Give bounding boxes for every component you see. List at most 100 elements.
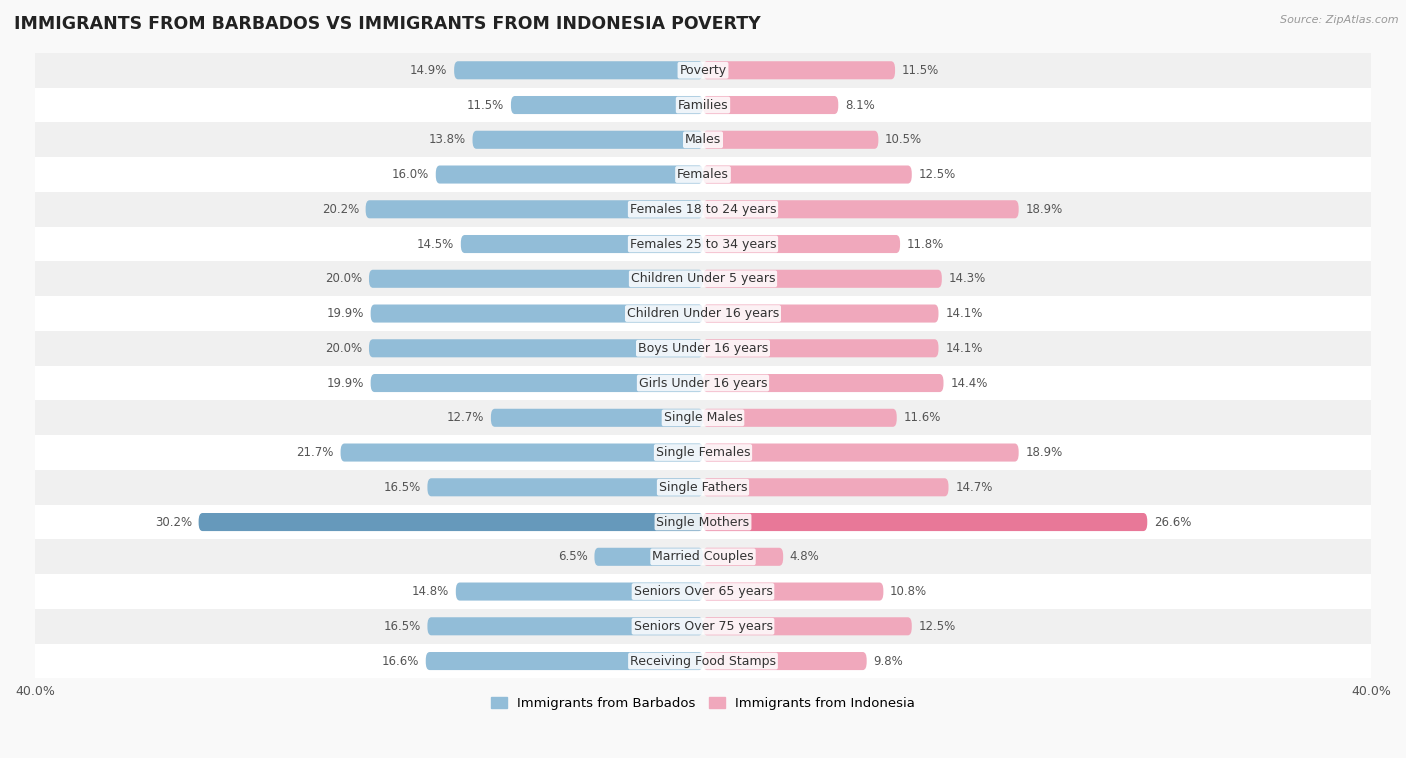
- FancyBboxPatch shape: [491, 409, 703, 427]
- Text: 26.6%: 26.6%: [1154, 515, 1191, 528]
- Text: 11.5%: 11.5%: [467, 99, 505, 111]
- FancyBboxPatch shape: [436, 165, 703, 183]
- Bar: [35, 609, 1371, 644]
- Bar: [35, 365, 1371, 400]
- FancyBboxPatch shape: [703, 513, 1147, 531]
- FancyBboxPatch shape: [366, 200, 703, 218]
- Bar: [35, 435, 1371, 470]
- Text: 20.0%: 20.0%: [325, 342, 363, 355]
- Text: 14.3%: 14.3%: [949, 272, 986, 285]
- Text: 14.1%: 14.1%: [945, 342, 983, 355]
- Bar: [35, 505, 1371, 540]
- Text: 19.9%: 19.9%: [326, 307, 364, 320]
- Bar: [35, 540, 1371, 574]
- Text: 14.8%: 14.8%: [412, 585, 449, 598]
- Text: 20.0%: 20.0%: [325, 272, 363, 285]
- FancyBboxPatch shape: [703, 478, 949, 496]
- Text: Girls Under 16 years: Girls Under 16 years: [638, 377, 768, 390]
- Text: 16.6%: 16.6%: [381, 655, 419, 668]
- FancyBboxPatch shape: [703, 617, 911, 635]
- Text: 18.9%: 18.9%: [1025, 203, 1063, 216]
- Text: Seniors Over 75 years: Seniors Over 75 years: [634, 620, 772, 633]
- Bar: [35, 296, 1371, 331]
- FancyBboxPatch shape: [456, 582, 703, 600]
- Text: 20.2%: 20.2%: [322, 203, 359, 216]
- Text: 10.8%: 10.8%: [890, 585, 927, 598]
- FancyBboxPatch shape: [454, 61, 703, 80]
- Bar: [35, 192, 1371, 227]
- FancyBboxPatch shape: [368, 340, 703, 357]
- Bar: [35, 400, 1371, 435]
- FancyBboxPatch shape: [368, 270, 703, 288]
- Text: 21.7%: 21.7%: [297, 446, 333, 459]
- Text: 14.9%: 14.9%: [411, 64, 447, 77]
- Text: 14.5%: 14.5%: [418, 237, 454, 251]
- Text: 13.8%: 13.8%: [429, 133, 465, 146]
- Text: Poverty: Poverty: [679, 64, 727, 77]
- Text: Single Males: Single Males: [664, 412, 742, 424]
- Bar: [35, 644, 1371, 678]
- Text: Females 18 to 24 years: Females 18 to 24 years: [630, 203, 776, 216]
- Text: Females: Females: [678, 168, 728, 181]
- Text: 30.2%: 30.2%: [155, 515, 193, 528]
- FancyBboxPatch shape: [371, 305, 703, 323]
- FancyBboxPatch shape: [703, 235, 900, 253]
- FancyBboxPatch shape: [427, 478, 703, 496]
- FancyBboxPatch shape: [703, 340, 938, 357]
- Text: Seniors Over 65 years: Seniors Over 65 years: [634, 585, 772, 598]
- Text: Single Mothers: Single Mothers: [657, 515, 749, 528]
- Text: Females 25 to 34 years: Females 25 to 34 years: [630, 237, 776, 251]
- Text: 12.5%: 12.5%: [918, 620, 956, 633]
- Text: Married Couples: Married Couples: [652, 550, 754, 563]
- FancyBboxPatch shape: [703, 96, 838, 114]
- Text: Source: ZipAtlas.com: Source: ZipAtlas.com: [1281, 15, 1399, 25]
- FancyBboxPatch shape: [703, 443, 1019, 462]
- Text: Receiving Food Stamps: Receiving Food Stamps: [630, 655, 776, 668]
- Bar: [35, 53, 1371, 88]
- Text: IMMIGRANTS FROM BARBADOS VS IMMIGRANTS FROM INDONESIA POVERTY: IMMIGRANTS FROM BARBADOS VS IMMIGRANTS F…: [14, 15, 761, 33]
- Text: 4.8%: 4.8%: [790, 550, 820, 563]
- Text: 6.5%: 6.5%: [558, 550, 588, 563]
- Bar: [35, 88, 1371, 122]
- Bar: [35, 331, 1371, 365]
- Text: 16.5%: 16.5%: [384, 481, 420, 493]
- Legend: Immigrants from Barbados, Immigrants from Indonesia: Immigrants from Barbados, Immigrants fro…: [485, 692, 921, 716]
- Text: 12.5%: 12.5%: [918, 168, 956, 181]
- Bar: [35, 574, 1371, 609]
- Text: Children Under 5 years: Children Under 5 years: [631, 272, 775, 285]
- Text: 16.5%: 16.5%: [384, 620, 420, 633]
- Bar: [35, 122, 1371, 157]
- Text: 12.7%: 12.7%: [447, 412, 484, 424]
- FancyBboxPatch shape: [340, 443, 703, 462]
- FancyBboxPatch shape: [703, 305, 938, 323]
- FancyBboxPatch shape: [703, 582, 883, 600]
- FancyBboxPatch shape: [595, 548, 703, 565]
- FancyBboxPatch shape: [703, 200, 1019, 218]
- FancyBboxPatch shape: [703, 548, 783, 565]
- FancyBboxPatch shape: [703, 61, 896, 80]
- Text: 11.5%: 11.5%: [901, 64, 939, 77]
- Text: 14.1%: 14.1%: [945, 307, 983, 320]
- Text: Single Fathers: Single Fathers: [659, 481, 747, 493]
- FancyBboxPatch shape: [427, 617, 703, 635]
- FancyBboxPatch shape: [703, 270, 942, 288]
- Text: 11.6%: 11.6%: [904, 412, 941, 424]
- Text: 10.5%: 10.5%: [884, 133, 922, 146]
- FancyBboxPatch shape: [461, 235, 703, 253]
- Bar: [35, 470, 1371, 505]
- Text: 14.4%: 14.4%: [950, 377, 987, 390]
- FancyBboxPatch shape: [472, 130, 703, 149]
- Text: Single Females: Single Females: [655, 446, 751, 459]
- Text: 16.0%: 16.0%: [392, 168, 429, 181]
- Bar: [35, 227, 1371, 262]
- Text: 8.1%: 8.1%: [845, 99, 875, 111]
- Bar: [35, 262, 1371, 296]
- FancyBboxPatch shape: [703, 165, 911, 183]
- FancyBboxPatch shape: [703, 652, 866, 670]
- FancyBboxPatch shape: [703, 409, 897, 427]
- Text: 9.8%: 9.8%: [873, 655, 903, 668]
- FancyBboxPatch shape: [703, 130, 879, 149]
- Text: 19.9%: 19.9%: [326, 377, 364, 390]
- Text: Males: Males: [685, 133, 721, 146]
- Bar: [35, 157, 1371, 192]
